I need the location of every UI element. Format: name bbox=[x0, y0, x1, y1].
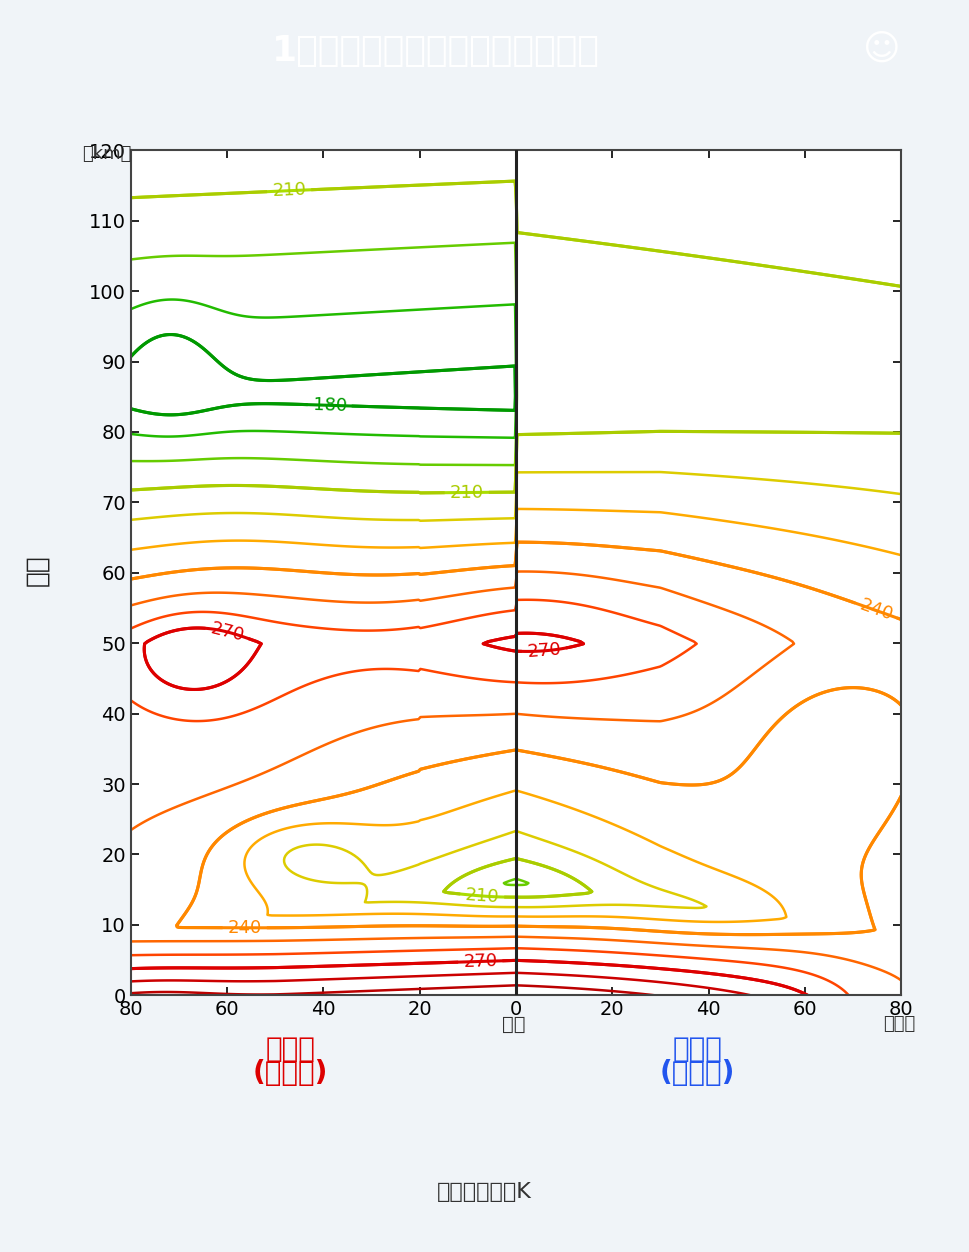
Text: 210: 210 bbox=[464, 885, 500, 906]
Text: 南半球: 南半球 bbox=[266, 1035, 316, 1063]
Text: 270: 270 bbox=[526, 641, 562, 661]
Text: 270: 270 bbox=[463, 952, 498, 972]
Text: （度）: （度） bbox=[883, 1015, 916, 1033]
Text: 高度: 高度 bbox=[24, 553, 49, 586]
Text: (冬半球): (冬半球) bbox=[660, 1059, 735, 1087]
Text: 270: 270 bbox=[208, 620, 246, 645]
Text: 240: 240 bbox=[228, 919, 262, 936]
Text: 北半球: 北半球 bbox=[672, 1035, 723, 1063]
Text: 210: 210 bbox=[450, 483, 484, 502]
Text: 180: 180 bbox=[312, 396, 347, 414]
Text: 緯度: 緯度 bbox=[502, 1014, 525, 1034]
Text: 1月の平均気温の緯度高度分布図: 1月の平均気温の緯度高度分布図 bbox=[272, 34, 600, 69]
Text: 240: 240 bbox=[857, 596, 895, 625]
Text: ☺: ☺ bbox=[863, 33, 900, 66]
Text: 気温の単位：K: 気温の単位：K bbox=[437, 1182, 532, 1202]
Text: 210: 210 bbox=[271, 182, 306, 200]
Text: （km）: （km） bbox=[82, 145, 132, 163]
Text: (夏半球): (夏半球) bbox=[253, 1059, 328, 1087]
